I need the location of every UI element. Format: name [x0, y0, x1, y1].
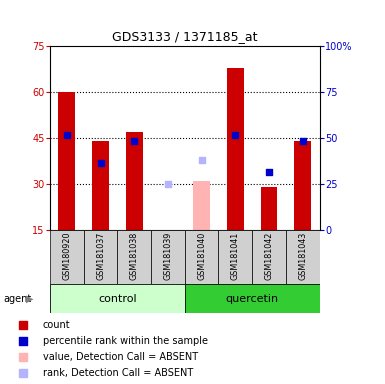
Text: GSM181037: GSM181037	[96, 232, 105, 280]
Title: GDS3133 / 1371185_at: GDS3133 / 1371185_at	[112, 30, 258, 43]
Text: GSM181043: GSM181043	[298, 232, 307, 280]
Bar	[92, 141, 109, 230]
Point	[266, 169, 272, 175]
FancyBboxPatch shape	[185, 230, 219, 284]
FancyBboxPatch shape	[84, 230, 117, 284]
FancyBboxPatch shape	[50, 230, 84, 284]
FancyBboxPatch shape	[252, 230, 286, 284]
Text: quercetin: quercetin	[226, 293, 279, 304]
Point	[199, 157, 205, 163]
Text: rank, Detection Call = ABSENT: rank, Detection Call = ABSENT	[43, 367, 193, 377]
FancyBboxPatch shape	[219, 230, 252, 284]
FancyBboxPatch shape	[50, 284, 185, 313]
Text: GSM181042: GSM181042	[264, 232, 273, 280]
Point	[20, 354, 26, 360]
Point	[165, 181, 171, 187]
FancyBboxPatch shape	[185, 284, 320, 313]
Point	[97, 160, 104, 166]
Point	[64, 132, 70, 138]
Point	[300, 138, 306, 144]
Point	[20, 338, 26, 344]
Text: count: count	[43, 320, 70, 330]
Text: percentile rank within the sample: percentile rank within the sample	[43, 336, 208, 346]
Text: GSM181040: GSM181040	[197, 232, 206, 280]
Bar	[126, 132, 143, 230]
FancyBboxPatch shape	[151, 230, 185, 284]
Bar	[193, 181, 210, 230]
FancyBboxPatch shape	[286, 230, 320, 284]
Bar	[227, 68, 244, 230]
Text: GSM181039: GSM181039	[164, 232, 172, 280]
Bar	[294, 141, 311, 230]
Text: ▶: ▶	[26, 294, 33, 304]
Point	[131, 138, 137, 144]
Text: GSM180920: GSM180920	[62, 232, 71, 280]
Bar	[59, 92, 75, 230]
Text: value, Detection Call = ABSENT: value, Detection Call = ABSENT	[43, 352, 198, 362]
Text: GSM181038: GSM181038	[130, 232, 139, 280]
Point	[232, 132, 238, 138]
Bar	[261, 187, 278, 230]
Text: control: control	[98, 293, 137, 304]
FancyBboxPatch shape	[117, 230, 151, 284]
Text: GSM181041: GSM181041	[231, 232, 240, 280]
Point	[20, 322, 26, 328]
Text: agent: agent	[4, 294, 32, 304]
Point	[20, 369, 26, 376]
